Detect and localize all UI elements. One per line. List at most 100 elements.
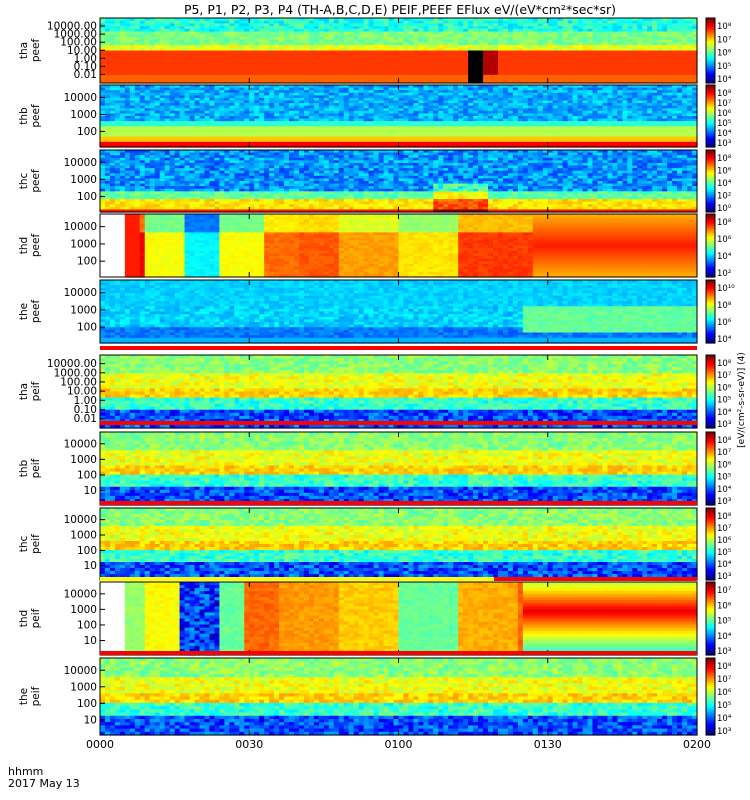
heatmap-cell [264,77,270,81]
heatmap-cell [308,28,315,33]
heatmap-cell [363,26,370,30]
heatmap-cell [294,55,300,60]
heatmap-cell [164,80,171,84]
heatmap-cell [134,47,141,52]
heatmap-cell [129,18,136,22]
heatmap-cell [358,72,365,76]
heatmap-cell [104,50,111,54]
heatmap-cell [303,45,310,49]
heatmap-cell [259,74,265,79]
heatmap-cell [124,18,131,22]
heatmap-cell [114,20,121,25]
heatmap-cell [244,34,250,38]
heatmap-cell [328,26,335,30]
heatmap-cell [343,23,350,27]
heatmap-cell [134,31,141,35]
heatmap-cell [259,58,265,62]
heatmap-cell [244,80,250,84]
heatmap-cell [219,42,225,46]
heatmap-cell [209,18,216,22]
heatmap-cell [328,20,335,25]
heatmap-cell [119,39,126,43]
heatmap-cell [313,58,320,62]
heatmap-cell [229,39,235,43]
heatmap-cell [219,80,225,84]
heatmap-cell [299,36,305,41]
heatmap-cell [139,31,146,35]
heatmap-cell [343,74,350,79]
heatmap-cell [144,31,151,35]
heatmap-cell [338,80,345,84]
heatmap-cell [269,20,275,25]
heatmap-cell [134,72,141,76]
heatmap-cell [209,50,216,54]
heatmap-cell [254,18,260,22]
heatmap-cell [149,28,156,33]
heatmap-cell [214,74,220,79]
heatmap-cell [214,50,220,54]
heatmap-cell [308,36,315,41]
heatmap-cell [164,69,171,73]
heatmap-cell [129,20,136,25]
heatmap-cell [373,74,380,79]
heatmap-cell [348,66,355,71]
heatmap-cell [129,23,136,27]
heatmap-cell [308,34,315,38]
heatmap-cell [174,18,181,22]
heatmap-cell [139,55,146,60]
heatmap-cell [358,42,365,46]
heatmap-cell [254,69,260,73]
heatmap-cell [363,53,370,57]
heatmap-cell [289,47,295,52]
heatmap-cell [154,69,161,73]
heatmap-cell [119,26,126,30]
heatmap-cell [174,31,181,35]
heatmap-cell [363,58,370,62]
heatmap-cell [353,39,360,43]
heatmap-cell [244,66,250,71]
heatmap-cell [244,50,250,54]
heatmap-cell [279,28,285,33]
heatmap-cell [299,77,305,81]
heatmap-cell [294,34,300,38]
heatmap-cell [348,42,355,46]
heatmap-cell [289,20,295,25]
heatmap-cell [274,39,280,43]
heatmap-cell [338,61,345,65]
heatmap-cell [239,66,245,71]
heatmap-cell [353,80,360,84]
heatmap-cell [139,74,146,79]
heatmap-cell [169,58,176,62]
heatmap-cell [318,28,325,33]
heatmap-cell [363,42,370,46]
heatmap-cell [234,34,240,38]
heatmap-cell [104,45,111,49]
heatmap-cell [338,23,345,27]
heatmap-cell [378,39,385,43]
heatmap-cell [189,58,196,62]
heatmap-cell [274,20,280,25]
heatmap-cell [264,80,270,84]
heatmap-cell [259,45,265,49]
heatmap-cell [104,53,111,57]
heatmap-cell [308,23,315,27]
heatmap-cell [323,47,330,52]
heatmap-cell [214,42,220,46]
heatmap-cell [313,36,320,41]
heatmap-cell [139,50,146,54]
heatmap-cell [234,53,240,57]
heatmap-cell [343,53,350,57]
heatmap-cell [239,74,245,79]
heatmap-cell [119,23,126,27]
heatmap-cell [149,18,156,22]
colorbar-tick-label: 10⁷ [717,35,732,45]
heatmap-cell [323,23,330,27]
heatmap-cell [323,53,330,57]
heatmap-cell [204,34,211,38]
heatmap-cell [244,61,250,65]
heatmap-cell [109,72,116,76]
heatmap-cell [209,20,216,25]
heatmap-cell [358,36,365,41]
heatmap-cell [179,58,186,62]
